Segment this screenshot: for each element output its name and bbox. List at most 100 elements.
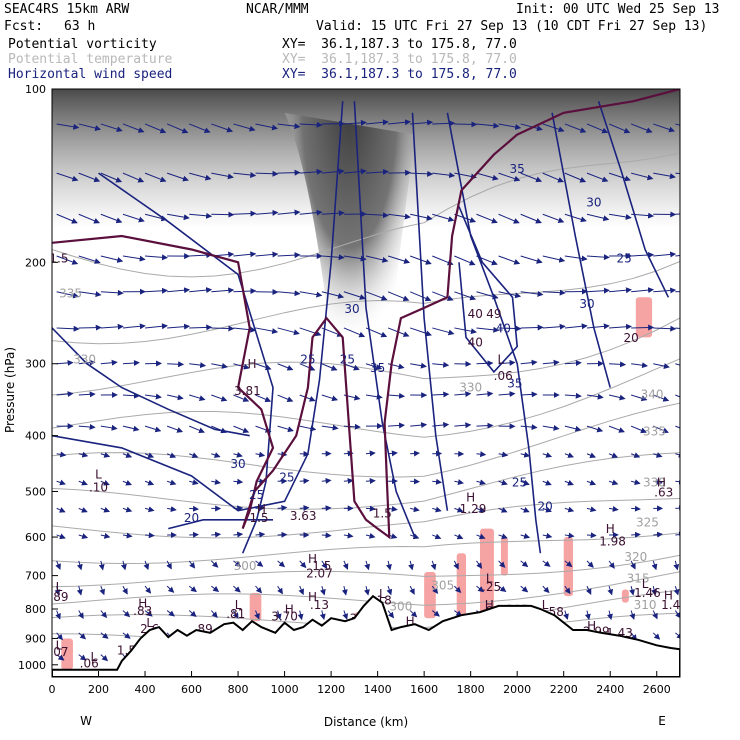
wind-arrow xyxy=(255,327,279,334)
wind-arrow xyxy=(498,479,508,486)
wind-arrow xyxy=(277,290,301,297)
wind-arrow xyxy=(586,213,610,222)
wind-arrow xyxy=(144,254,168,261)
wind-arrow xyxy=(78,479,88,486)
init-time: Init: 00 UTC Wed 25 Sep 13 xyxy=(516,2,720,17)
wind-arrow xyxy=(542,424,560,431)
pv-label: 40 xyxy=(468,307,483,321)
wind-arrow xyxy=(564,360,582,367)
pv-label: L xyxy=(95,468,102,482)
wind-arrow xyxy=(432,291,454,301)
wind-arrow xyxy=(564,213,587,223)
wind-arrow xyxy=(564,123,587,133)
theta-contour-line xyxy=(52,571,680,606)
wind-arrow xyxy=(388,505,398,512)
wind-arrow xyxy=(100,532,111,539)
wind-arrow xyxy=(275,610,282,620)
pv-label: H xyxy=(248,357,257,371)
wind-arrow xyxy=(167,506,177,512)
wind-arrow xyxy=(255,170,279,177)
pv-label: 3.81 xyxy=(234,384,261,398)
pv-shading xyxy=(52,89,680,488)
wind-arrow xyxy=(387,255,411,264)
wind-arrow xyxy=(122,392,140,399)
wind-arrow xyxy=(277,123,301,130)
wind-arrow xyxy=(608,172,631,182)
wind-arrow xyxy=(542,452,553,458)
wind-arrow xyxy=(363,585,370,596)
wind-arrow xyxy=(365,505,376,512)
wind-arrow xyxy=(476,122,500,129)
wind-arrow xyxy=(520,123,543,132)
wind-arrow xyxy=(564,452,575,458)
wind-arrow xyxy=(365,327,388,338)
theta-label: 300 xyxy=(389,600,412,614)
wind-arrow xyxy=(321,532,332,539)
wind-arrow xyxy=(673,585,680,596)
theta-label: 305 xyxy=(431,579,454,593)
wind-arrow xyxy=(167,361,185,368)
wind-arrow xyxy=(100,632,109,639)
wind-arrow xyxy=(167,394,184,401)
low-pv-patch xyxy=(424,572,436,619)
wind-arrow xyxy=(675,255,680,257)
wind-arrow xyxy=(631,287,655,294)
wind-arrow xyxy=(653,478,663,485)
wind-arrow xyxy=(144,610,153,617)
wind-arrow xyxy=(56,533,66,540)
wind-arrow xyxy=(166,560,172,570)
wind-arrow xyxy=(410,533,420,540)
wind-arrow xyxy=(476,390,494,397)
field-name-theta: Potential temperature xyxy=(8,52,173,67)
wind-arrow xyxy=(630,425,647,434)
wind-arrow xyxy=(432,391,450,398)
theta-label: 335 xyxy=(59,286,82,300)
wind-arrow xyxy=(343,423,361,430)
wind-arrow xyxy=(211,172,234,180)
wind-arrow xyxy=(56,172,79,182)
wind-arrow xyxy=(430,560,437,571)
theta-contour-line xyxy=(52,532,680,565)
y-tick-label: 1000 xyxy=(18,659,46,672)
wind-arrow xyxy=(608,123,631,134)
forecast-hours: 63 h xyxy=(64,19,96,34)
wind-arrow xyxy=(321,254,345,261)
wind-arrow xyxy=(299,560,307,569)
wind-arrow xyxy=(343,291,366,300)
wind-arrow xyxy=(342,560,349,570)
x-tick-label: 1800 xyxy=(457,683,485,696)
wind-arrow xyxy=(56,507,66,513)
theta-label: 320 xyxy=(624,550,647,564)
wind-arrow xyxy=(454,479,464,485)
wind-arrow xyxy=(651,560,658,571)
wind-arrow xyxy=(653,394,670,402)
wind-arrow xyxy=(431,610,440,617)
wind-arrow xyxy=(432,533,442,540)
wind-arrow xyxy=(78,391,96,398)
wind-arrow xyxy=(189,479,199,486)
wind-arrow xyxy=(653,363,670,369)
wind-arrow xyxy=(143,560,150,571)
wind-arrow xyxy=(542,506,552,513)
wind-arrow xyxy=(542,532,553,539)
wind-arrow xyxy=(454,585,462,594)
pv-label: H xyxy=(406,615,415,629)
theta-contour-line xyxy=(52,152,680,278)
pv-label: .63 xyxy=(654,485,673,499)
wind-arrow xyxy=(673,560,680,571)
pv-label: .89 xyxy=(49,590,68,604)
x-tick-label: 2200 xyxy=(550,683,578,696)
wind-arrow xyxy=(652,610,658,620)
wind-arrow xyxy=(542,479,552,486)
wind-arrow xyxy=(498,123,522,130)
wind-arrow xyxy=(255,394,272,403)
y-axis-title: Pressure (hPa) xyxy=(3,347,17,433)
y-tick-label: 600 xyxy=(25,531,46,544)
x-tick-label: 600 xyxy=(181,683,202,696)
wind-arrow xyxy=(233,560,242,568)
wind-arrow xyxy=(56,325,80,332)
wind-arrow xyxy=(388,422,406,429)
wind-arrow xyxy=(78,423,96,430)
pv-contour-line xyxy=(52,89,680,540)
wind-arrow xyxy=(166,425,184,433)
